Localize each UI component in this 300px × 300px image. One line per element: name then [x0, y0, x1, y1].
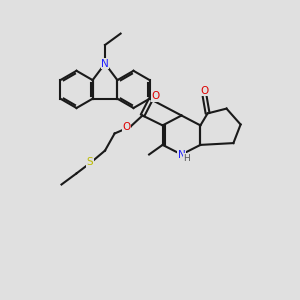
Text: N: N	[178, 149, 185, 160]
Text: O: O	[122, 122, 130, 133]
Text: N: N	[101, 58, 109, 69]
Text: S: S	[87, 157, 93, 167]
Text: O: O	[151, 91, 160, 101]
Text: O: O	[200, 85, 209, 96]
Text: H: H	[184, 154, 190, 163]
